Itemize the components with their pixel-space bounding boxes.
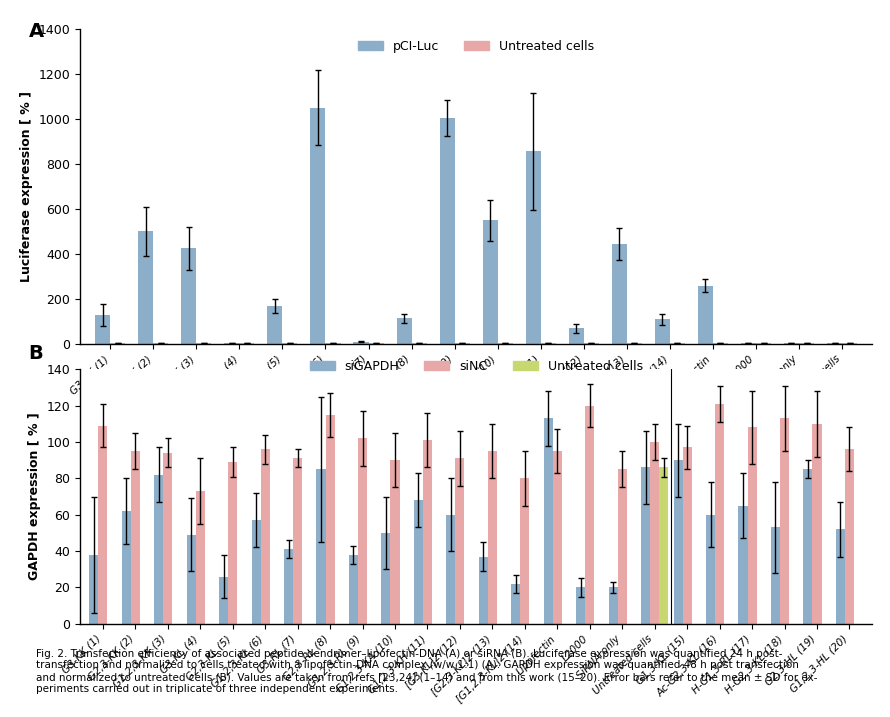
Y-axis label: Luciferase expression [ % ]: Luciferase expression [ % ] — [20, 91, 33, 282]
Bar — [154, 475, 163, 624]
Bar — [182, 248, 197, 344]
Bar — [521, 478, 530, 624]
Bar — [293, 458, 302, 624]
Bar — [584, 343, 599, 344]
Bar — [553, 451, 562, 624]
Bar — [397, 318, 411, 344]
Bar — [780, 418, 789, 624]
Bar — [784, 343, 799, 344]
Bar — [706, 515, 715, 624]
Bar — [739, 505, 748, 624]
Bar — [771, 528, 780, 624]
Bar — [131, 451, 140, 624]
Bar — [110, 343, 125, 344]
Bar — [326, 414, 335, 624]
Bar — [586, 406, 595, 624]
Bar — [196, 491, 205, 624]
Bar — [845, 450, 854, 624]
Bar — [651, 442, 659, 624]
Bar — [414, 500, 423, 624]
Bar — [541, 343, 555, 344]
Bar — [641, 467, 651, 624]
Bar — [282, 343, 297, 344]
Bar — [284, 549, 293, 624]
Bar — [122, 511, 131, 624]
Legend: siGAPDH, siNC, Untreated cells: siGAPDH, siNC, Untreated cells — [304, 355, 648, 378]
Bar — [197, 343, 212, 344]
Bar — [713, 343, 728, 344]
Bar — [655, 319, 670, 344]
Bar — [827, 343, 842, 344]
Bar — [482, 220, 498, 344]
Bar — [261, 450, 270, 624]
Bar — [252, 520, 261, 624]
Bar — [153, 343, 168, 344]
Bar — [569, 328, 584, 344]
Bar — [138, 232, 153, 344]
Bar — [391, 460, 400, 624]
Bar — [659, 467, 668, 624]
Bar — [353, 342, 368, 344]
Legend: pCI-Luc, Untreated cells: pCI-Luc, Untreated cells — [353, 35, 599, 58]
Bar — [804, 469, 813, 624]
Bar — [411, 343, 426, 344]
Bar — [267, 306, 282, 344]
Bar — [627, 343, 642, 344]
Bar — [609, 587, 618, 624]
Bar — [488, 451, 497, 624]
Bar — [224, 343, 239, 344]
Bar — [799, 343, 814, 344]
Bar — [446, 515, 456, 624]
Bar — [440, 118, 455, 344]
Y-axis label: GAPDH expression [ % ]: GAPDH expression [ % ] — [28, 413, 41, 580]
Bar — [544, 418, 553, 624]
Bar — [326, 343, 341, 344]
Bar — [611, 244, 627, 344]
Bar — [740, 343, 756, 344]
Bar — [670, 343, 685, 344]
Bar — [228, 462, 238, 624]
Text: B: B — [28, 343, 44, 363]
Bar — [95, 315, 110, 344]
Text: A: A — [28, 22, 44, 42]
Bar — [511, 584, 521, 624]
Bar — [715, 404, 724, 624]
Bar — [748, 427, 756, 624]
Bar — [674, 460, 683, 624]
Bar — [219, 576, 228, 624]
Bar — [756, 343, 771, 344]
Text: Fig. 2. Transfection efficiency of associated peptide dendrimer–lipofectin-DNA (: Fig. 2. Transfection efficiency of assoc… — [36, 649, 817, 693]
Bar — [349, 555, 358, 624]
Bar — [423, 440, 432, 624]
Bar — [813, 424, 821, 624]
Bar — [163, 453, 173, 624]
Bar — [698, 285, 713, 344]
Bar — [358, 438, 367, 624]
Bar — [456, 458, 465, 624]
Bar — [683, 447, 692, 624]
Bar — [479, 556, 488, 624]
Bar — [368, 343, 384, 344]
Bar — [311, 108, 326, 344]
Bar — [455, 343, 470, 344]
Bar — [498, 343, 513, 344]
Bar — [187, 535, 196, 624]
Bar — [239, 343, 255, 344]
Bar — [89, 555, 98, 624]
Bar — [576, 587, 586, 624]
Bar — [317, 469, 326, 624]
Bar — [98, 426, 108, 624]
Bar — [618, 469, 627, 624]
Bar — [836, 529, 845, 624]
Bar — [381, 533, 391, 624]
Bar — [526, 151, 541, 344]
Bar — [842, 343, 857, 344]
